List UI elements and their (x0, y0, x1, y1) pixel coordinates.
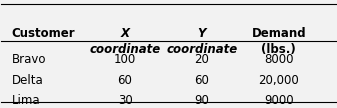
Text: X
coordinate: X coordinate (89, 27, 161, 56)
Text: 60: 60 (118, 74, 132, 87)
Text: Demand
(lbs.): Demand (lbs.) (251, 27, 306, 56)
Text: 20,000: 20,000 (258, 74, 299, 87)
Text: 100: 100 (114, 53, 136, 67)
Text: Bravo: Bravo (11, 53, 46, 67)
Text: Customer: Customer (11, 27, 75, 40)
Text: 9000: 9000 (264, 94, 294, 106)
Text: 20: 20 (194, 53, 209, 67)
Text: 30: 30 (118, 94, 132, 106)
Text: Y
coordinate: Y coordinate (166, 27, 238, 56)
Text: Lima: Lima (11, 94, 40, 106)
Text: 60: 60 (194, 74, 209, 87)
Text: Delta: Delta (11, 74, 43, 87)
Text: 8000: 8000 (264, 53, 294, 67)
Text: 90: 90 (194, 94, 209, 106)
